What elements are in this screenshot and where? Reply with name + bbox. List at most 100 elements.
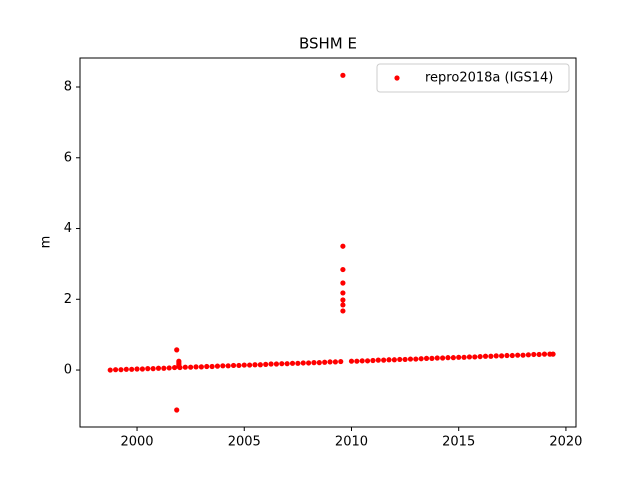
- point: [386, 357, 392, 363]
- point: [397, 356, 403, 363]
- point: [284, 361, 290, 367]
- point: [198, 364, 204, 370]
- point: [166, 365, 172, 371]
- point: [338, 358, 344, 365]
- point: [515, 352, 521, 358]
- point: [472, 354, 478, 360]
- chart-title: BSHM E: [299, 35, 357, 53]
- point: [236, 362, 242, 369]
- point: [348, 358, 355, 364]
- point: [161, 365, 167, 371]
- point: [118, 367, 124, 373]
- legend-box: [376, 63, 570, 93]
- point: [525, 352, 531, 358]
- point: [370, 357, 376, 364]
- point: [112, 367, 119, 373]
- point: [145, 366, 151, 372]
- point: [247, 362, 253, 368]
- point: [257, 362, 263, 368]
- point: [241, 362, 247, 368]
- point: [188, 364, 194, 370]
- point: [193, 364, 199, 370]
- point: [139, 366, 146, 372]
- point: [300, 360, 306, 366]
- point: [550, 351, 556, 357]
- point: [155, 365, 162, 371]
- point: [340, 72, 346, 78]
- point: [456, 354, 462, 360]
- point: [381, 357, 387, 363]
- point: [359, 358, 365, 364]
- point: [482, 353, 489, 359]
- point: [204, 363, 210, 370]
- point: [322, 359, 328, 365]
- point: [150, 366, 156, 372]
- point: [340, 297, 346, 303]
- plot-frame: [79, 57, 577, 428]
- point: [230, 362, 237, 369]
- point: [316, 360, 322, 366]
- point: [171, 364, 178, 371]
- point: [268, 361, 274, 367]
- y-tick-label: 0: [64, 363, 72, 378]
- point: [402, 356, 408, 363]
- legend-label: repro2018a (IGS14): [425, 71, 553, 86]
- point: [531, 351, 537, 358]
- point: [273, 361, 280, 367]
- point: [263, 361, 269, 367]
- point: [504, 352, 510, 359]
- point: [541, 351, 548, 357]
- point: [520, 352, 526, 358]
- point: [536, 351, 542, 358]
- x-tick-label: 2015: [442, 435, 475, 450]
- point: [418, 356, 424, 362]
- point: [488, 353, 494, 359]
- point: [134, 366, 140, 372]
- point: [429, 355, 435, 361]
- y-tick-label: 6: [64, 150, 72, 165]
- point: [174, 407, 180, 413]
- point: [311, 360, 317, 366]
- y-tick-label: 8: [64, 80, 72, 95]
- point: [305, 360, 312, 366]
- point: [279, 361, 285, 367]
- point: [214, 363, 221, 369]
- point: [423, 355, 430, 361]
- point: [434, 355, 440, 361]
- point: [450, 355, 456, 361]
- point: [440, 355, 446, 361]
- point: [182, 364, 188, 370]
- point: [354, 358, 360, 364]
- point: [509, 352, 515, 359]
- point: [340, 308, 346, 314]
- point: [340, 280, 346, 286]
- point: [252, 362, 258, 368]
- point: [209, 363, 215, 370]
- point: [123, 366, 129, 372]
- x-tick-label: 2000: [120, 435, 153, 450]
- point: [391, 357, 397, 363]
- point: [332, 359, 338, 365]
- point: [477, 353, 483, 360]
- point: [493, 353, 499, 359]
- point: [107, 367, 113, 373]
- point: [340, 243, 346, 249]
- point: [413, 356, 419, 362]
- y-axis-label: m: [39, 236, 54, 249]
- legend-marker: [394, 75, 400, 81]
- point: [461, 354, 467, 360]
- point: [466, 354, 473, 360]
- point: [340, 266, 346, 273]
- point: [445, 355, 451, 361]
- point: [289, 360, 296, 366]
- y-tick-label: 2: [64, 292, 72, 307]
- point: [176, 363, 182, 370]
- x-tick-label: 2005: [228, 435, 261, 450]
- point: [220, 363, 226, 369]
- point: [498, 353, 505, 359]
- point: [327, 359, 333, 365]
- point: [174, 347, 180, 353]
- point: [340, 302, 346, 308]
- point: [375, 357, 381, 363]
